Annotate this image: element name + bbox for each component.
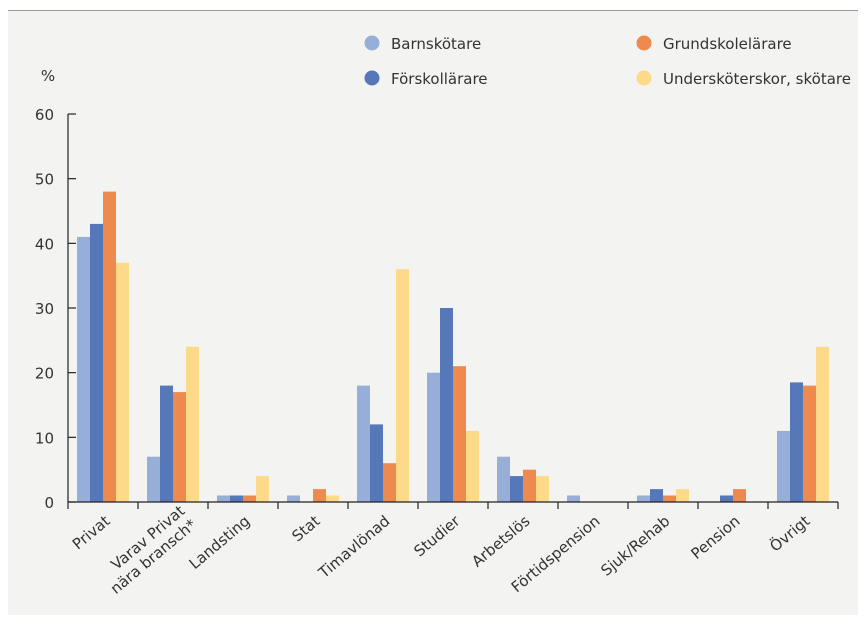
bar-undersköterskor-skötare-10 [816,346,829,502]
legend-marker [636,35,652,51]
bar-barnskötare-7 [567,495,580,502]
bar-grundskolelärare-0 [103,191,116,502]
bar-grundskolelärare-1 [173,392,186,502]
bar-grundskolelärare-9 [733,489,746,502]
y-tick-label: 50 [35,171,54,189]
legend-label: Undersköterskor, skötare [663,70,851,88]
bar-undersköterskor-skötare-4 [396,269,409,502]
bar-undersköterskor-skötare-5 [466,430,479,502]
x-tick-label-line: Arbetslös [468,512,533,571]
legend-marker [364,70,380,86]
bar-undersköterskor-skötare-1 [186,346,199,502]
x-tick-label: Pension [687,512,743,563]
x-tick-label: Studier [410,511,464,560]
bar-grundskolelärare-2 [243,495,256,502]
bar-förskollärare-4 [370,424,383,502]
x-tick-label-line: Timavlönad [314,512,393,582]
bar-barnskötare-3 [287,495,300,502]
y-tick-label: 0 [44,494,54,512]
bar-grundskolelärare-8 [663,495,676,502]
y-tick-label: 30 [35,300,54,318]
bar-undersköterskor-skötare-0 [116,262,129,502]
bar-förskollärare-2 [230,495,243,502]
x-tick-label-line: Landsting [186,512,254,573]
bar-förskollärare-5 [440,308,453,502]
bar-barnskötare-2 [217,495,230,502]
y-tick-label: 40 [35,235,54,253]
y-tick-label: 60 [35,106,54,124]
x-tick-label-line: Pension [687,512,743,563]
legend-label: Förskollärare [391,70,488,88]
x-tick-label-line: Privat [69,512,114,554]
bar-grundskolelärare-5 [453,366,466,502]
bar-undersköterskor-skötare-6 [536,476,549,502]
legend-marker [364,35,380,51]
legend-label: Barnskötare [391,35,481,53]
legend-label: Grundskolelärare [663,35,792,53]
bars-layer [77,191,829,502]
bar-barnskötare-4 [357,385,370,502]
bar-grundskolelärare-6 [523,469,536,502]
bar-grundskolelärare-3 [313,489,326,502]
bar-barnskötare-10 [777,430,790,502]
bar-förskollärare-0 [90,223,103,502]
bar-undersköterskor-skötare-2 [256,476,269,502]
y-unit-label: % [41,67,55,85]
bar-förskollärare-6 [510,476,523,502]
bar-undersköterskor-skötare-3 [326,495,339,502]
x-tick-label: Varav Privatnära bransch* [95,501,200,597]
bar-barnskötare-6 [497,456,510,502]
bar-undersköterskor-skötare-8 [676,489,689,502]
top-rule [8,10,858,11]
bar-barnskötare-1 [147,456,160,502]
legend-marker [636,70,652,86]
x-tick-label-line: Sjuk/Rehab [597,512,673,580]
bar-förskollärare-1 [160,385,173,502]
bar-grundskolelärare-10 [803,385,816,502]
bar-barnskötare-0 [77,236,90,502]
bar-förskollärare-9 [720,495,733,502]
bar-barnskötare-5 [427,372,440,502]
x-tick-label: Sjuk/Rehab [597,512,673,580]
bar-förskollärare-10 [790,382,803,502]
x-tick-label: Timavlönad [314,512,393,582]
x-tick-label: Privat [69,512,114,554]
x-tick-label: Stat [289,512,324,545]
x-tick-label-line: Stat [289,512,324,545]
bar-grundskolelärare-4 [383,463,396,502]
x-tick-label-line: Övrigt [766,511,814,555]
bar-förskollärare-8 [650,489,663,502]
x-tick-label: Övrigt [766,511,814,555]
chart-panel [8,11,858,615]
x-tick-label: Arbetslös [468,512,533,571]
legend: Barnskötare Grundskolelärare Förskollärare… [364,35,851,88]
y-tick-label: 10 [35,429,54,447]
x-tick-label-line: Studier [410,511,464,560]
x-tick-label: Landsting [186,512,254,573]
bar-barnskötare-8 [637,495,650,502]
y-tick-label: 20 [35,365,54,383]
